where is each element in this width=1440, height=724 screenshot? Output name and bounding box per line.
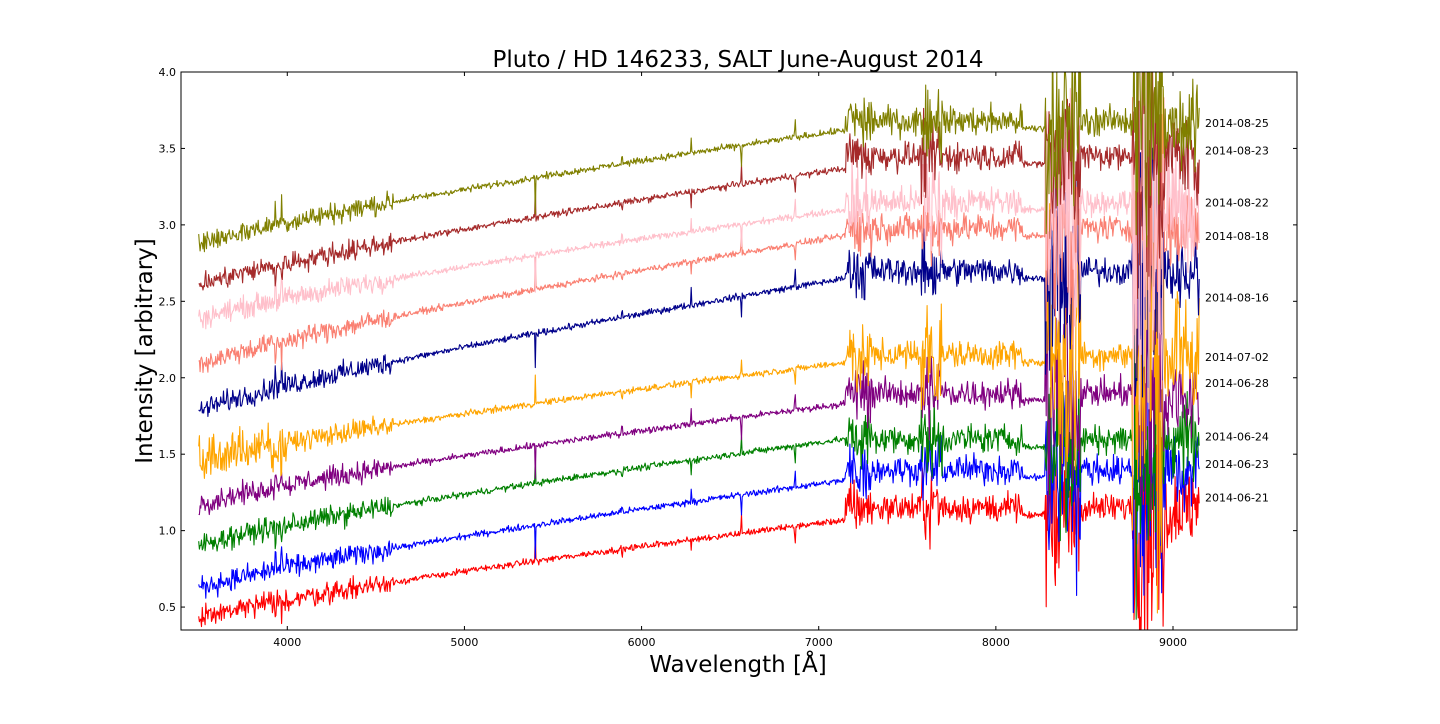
series-label: 2014-08-18: [1205, 230, 1269, 243]
series-label: 2014-06-21: [1205, 492, 1269, 505]
tick-layer: 4000 5000 6000 7000 8000 9000 0.5 1.0 1.5 2.0 2.5 3…: [159, 66, 1297, 649]
series-line-2014-07-02: [198, 88, 1200, 614]
y-tick-label: 3.5: [159, 142, 177, 155]
series-label: 2014-07-02: [1205, 351, 1269, 364]
series-line-2014-08-23: [198, 72, 1200, 300]
y-tick-label: 0.5: [159, 601, 177, 614]
y-axis-label: Intensity [arbitrary]: [132, 238, 158, 464]
series-layer: [198, 72, 1200, 630]
y-tick-label: 2.5: [159, 295, 177, 308]
x-tick-label: 4000: [273, 636, 301, 649]
series-label: 2014-08-23: [1205, 145, 1269, 158]
y-tick-label: 1.5: [159, 448, 177, 461]
series-line-2014-06-28: [198, 241, 1200, 516]
x-tick-label: 6000: [628, 636, 656, 649]
plot-frame: [180, 71, 1298, 631]
series-line-2014-08-16: [198, 72, 1200, 418]
x-axis-label: Wavelength [Å]: [649, 650, 826, 678]
series-line-2014-06-21: [198, 368, 1200, 630]
x-tick-label: 5000: [450, 636, 478, 649]
y-tick-label: 1.0: [159, 525, 177, 538]
series-label: 2014-06-28: [1205, 377, 1269, 390]
series-label: 2014-06-24: [1205, 430, 1269, 443]
series-line-2014-06-23: [198, 332, 1200, 614]
series-label: 2014-06-23: [1205, 458, 1269, 471]
series-line-2014-08-18: [198, 72, 1200, 374]
series-label: 2014-08-25: [1205, 117, 1269, 130]
series-label-layer: 2014-06-21 2014-06-23 2014-06-24 2014-06-28…: [1205, 117, 1269, 505]
y-tick-label: 3.0: [159, 219, 177, 232]
series-line-2014-08-25: [198, 72, 1200, 253]
chart-title: Pluto / HD 146233, SALT June-August 2014: [492, 47, 983, 73]
x-tick-label: 8000: [982, 636, 1010, 649]
series-label: 2014-08-16: [1205, 291, 1269, 304]
y-tick-label: 2.0: [159, 372, 177, 385]
series-line-2014-08-22: [198, 72, 1200, 476]
x-tick-label: 7000: [805, 636, 833, 649]
x-tick-label: 9000: [1159, 636, 1187, 649]
series-line-2014-06-24: [198, 264, 1200, 620]
y-tick-label: 4.0: [159, 66, 177, 79]
series-label: 2014-08-22: [1205, 197, 1269, 210]
